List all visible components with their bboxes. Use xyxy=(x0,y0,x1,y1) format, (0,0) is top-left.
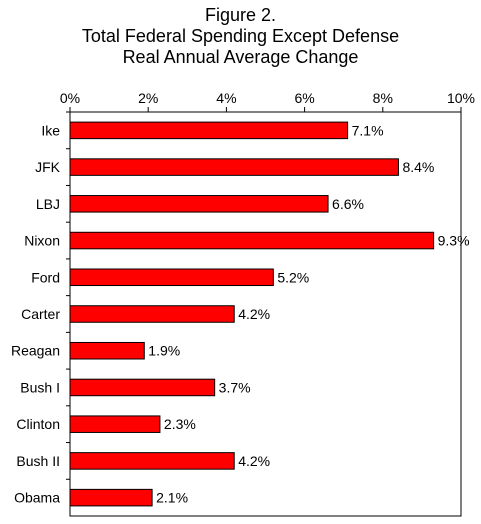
data-label: 6.6% xyxy=(332,196,364,212)
chart-title-line-3: Real Annual Average Change xyxy=(122,47,359,67)
data-label: 4.2% xyxy=(238,453,270,469)
data-label: 4.2% xyxy=(238,306,270,322)
category-label: Bush II xyxy=(16,453,60,469)
bar xyxy=(69,341,145,360)
category-label: Ike xyxy=(41,122,60,138)
bar xyxy=(69,488,153,507)
bar xyxy=(69,121,349,140)
category-label: Nixon xyxy=(24,233,60,249)
bar xyxy=(69,268,274,287)
data-label: 3.7% xyxy=(219,379,251,395)
data-label: 9.3% xyxy=(438,233,470,249)
category-label: Ford xyxy=(31,269,60,285)
data-label: 2.3% xyxy=(164,416,196,432)
category-label: Clinton xyxy=(16,416,60,432)
data-label: 1.9% xyxy=(148,343,180,359)
data-label: 2.1% xyxy=(156,490,188,506)
bar xyxy=(69,231,435,250)
data-label: 5.2% xyxy=(277,269,309,285)
category-label: Reagan xyxy=(11,343,60,359)
chart-title-line-1: Figure 2. xyxy=(204,5,277,25)
data-label: 7.1% xyxy=(352,122,384,138)
category-label: JFK xyxy=(35,159,61,175)
x-tick-label: 10% xyxy=(447,90,475,106)
bar xyxy=(69,158,399,176)
x-tick-label: 4% xyxy=(216,90,236,106)
category-label: Bush I xyxy=(20,379,60,395)
data-label: 8.4% xyxy=(402,159,434,175)
category-label: Obama xyxy=(14,490,60,506)
bar xyxy=(69,415,161,433)
x-tick-label: 8% xyxy=(373,90,393,106)
bar xyxy=(69,378,216,397)
bar xyxy=(69,452,235,470)
bar xyxy=(69,195,329,213)
x-tick-label: 2% xyxy=(138,90,158,106)
x-tick-label: 6% xyxy=(294,90,314,106)
bar xyxy=(69,305,235,323)
category-label: LBJ xyxy=(36,196,60,212)
x-tick-label: 0% xyxy=(60,90,80,106)
chart-title-line-2: Total Federal Spending Except Defense xyxy=(81,26,400,46)
category-label: Carter xyxy=(21,306,60,322)
